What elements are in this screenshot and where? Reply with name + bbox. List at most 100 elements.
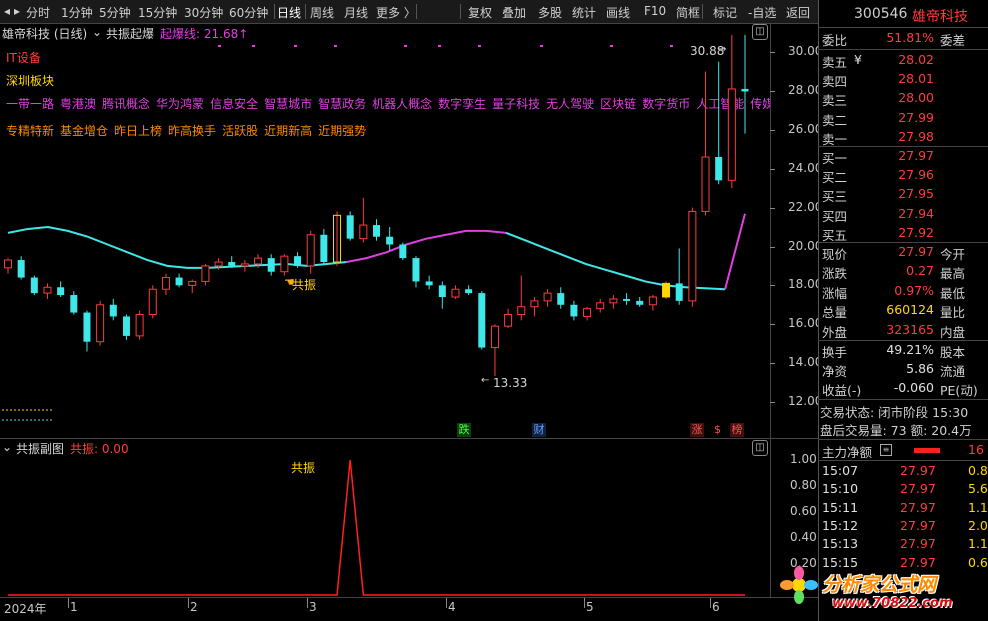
candle[interactable]	[504, 308, 513, 329]
candle[interactable]	[530, 297, 539, 317]
candle[interactable]	[240, 260, 249, 272]
candle[interactable]	[648, 295, 657, 311]
candle[interactable]	[359, 197, 368, 243]
event-marker-cai[interactable]: 财	[532, 423, 546, 437]
toolbar-item-10[interactable]: 复权	[468, 6, 493, 20]
candle[interactable]	[386, 227, 394, 251]
candle[interactable]	[478, 291, 486, 350]
candle[interactable]	[727, 34, 736, 189]
candle[interactable]	[228, 256, 236, 268]
toolbar-item-14[interactable]: 画线	[606, 6, 631, 20]
toolbar-item-8[interactable]: 月线	[344, 6, 369, 20]
candle[interactable]	[399, 242, 407, 261]
candle[interactable]	[543, 289, 552, 307]
sub-panel-toggle-icon[interactable]: ⌄	[2, 440, 13, 454]
candle[interactable]	[438, 281, 446, 309]
candle[interactable]	[4, 258, 12, 274]
concepts_row2-tag[interactable]: 活跃股	[222, 124, 259, 138]
candle[interactable]	[583, 306, 592, 321]
concepts_row1-tag[interactable]: 数字孪生	[438, 97, 487, 111]
concepts_row1-tag[interactable]: 信息安全	[210, 97, 259, 111]
candle[interactable]	[636, 297, 644, 307]
toolbar-item-0[interactable]: 分时	[26, 6, 51, 20]
candle[interactable]	[741, 34, 749, 134]
candle[interactable]	[490, 324, 499, 377]
concepts_row1-tag[interactable]: 无人驾驶	[546, 97, 595, 111]
concepts_row2-tag[interactable]: 近期新高	[264, 124, 313, 138]
toolbar-item-13[interactable]: 统计	[572, 6, 597, 20]
sub-panel-title[interactable]: 共振副图	[16, 442, 65, 456]
concepts_row1-tag[interactable]: 区块链	[600, 97, 637, 111]
flow-title[interactable]: 主力净额	[822, 445, 873, 460]
candle[interactable]	[373, 219, 380, 241]
candle[interactable]	[294, 252, 302, 268]
candle[interactable]	[267, 254, 275, 276]
candle[interactable]	[70, 291, 78, 315]
resonance-chart[interactable]	[0, 439, 770, 597]
toolbar-scroll-right-icon[interactable]: ▸	[14, 4, 21, 18]
candle[interactable]	[43, 283, 52, 299]
bid-row[interactable]: 买三 27.95	[822, 186, 986, 204]
indicator-toggle-icon[interactable]: ⌄	[92, 25, 103, 39]
bid-row[interactable]: 买四 27.94	[822, 206, 986, 224]
toolbar-item-15[interactable]: F10	[644, 4, 667, 18]
candle[interactable]	[346, 211, 354, 241]
toolbar-item-9[interactable]: 更多 〉	[376, 6, 416, 20]
ask-row[interactable]: 卖一 27.98	[822, 129, 986, 147]
concepts_row1-tag[interactable]: 一带一路	[6, 97, 55, 111]
concepts_row2-tag[interactable]: 基金增仓	[60, 124, 109, 138]
toolbar-scroll-left-icon[interactable]: ◂	[4, 4, 11, 18]
concepts_row2-tag[interactable]: 昨高换手	[168, 124, 217, 138]
candle[interactable]	[662, 281, 671, 299]
candle[interactable]	[135, 310, 144, 340]
flow-menu-icon[interactable]: ≡	[880, 444, 892, 456]
toolbar-item-17[interactable]: 标记	[713, 6, 738, 20]
concepts_row1-tag[interactable]: 粤港澳	[60, 97, 97, 111]
candle[interactable]	[451, 285, 460, 299]
candle[interactable]	[30, 275, 38, 296]
ask-row[interactable]: 卖四 28.01	[822, 71, 986, 89]
concepts_row2-tag[interactable]: 昨日上榜	[114, 124, 163, 138]
tick-row[interactable]: 15:07 27.97 0.8	[822, 463, 988, 481]
indicator-name[interactable]: 共振起爆	[106, 27, 155, 41]
tick-row[interactable]: 15:15 27.97 0.6	[822, 555, 988, 573]
candle[interactable]	[609, 295, 618, 309]
toolbar-item-5[interactable]: 60分钟	[229, 6, 269, 20]
concepts_row1-tag[interactable]: 智慧城市	[264, 97, 313, 111]
concepts_row1-tag[interactable]: 传媒	[750, 97, 770, 111]
chart-area[interactable]: 雄帝科技 (日线) ⌄ 共振起爆 起爆线: 21.68↑ ◫ IT设备 深圳板块…	[0, 24, 822, 621]
concepts_row1-tag[interactable]: 机器人概念	[372, 97, 433, 111]
candle[interactable]	[517, 275, 526, 321]
tick-row[interactable]: 15:13 27.97 1.1	[822, 536, 988, 554]
candle[interactable]	[175, 273, 183, 288]
candle[interactable]	[557, 287, 565, 309]
candle[interactable]	[17, 256, 25, 280]
concepts_row1-tag[interactable]: 智慧政务	[318, 97, 367, 111]
candle[interactable]	[57, 281, 65, 297]
candle[interactable]	[425, 275, 433, 290]
candle[interactable]	[333, 211, 342, 266]
candle[interactable]	[201, 263, 210, 286]
candle[interactable]	[280, 254, 289, 276]
toolbar-item-3[interactable]: 15分钟	[138, 6, 178, 20]
candle[interactable]	[596, 298, 605, 313]
toolbar-item-4[interactable]: 30分钟	[184, 6, 224, 20]
candle[interactable]	[412, 256, 420, 288]
candle[interactable]	[148, 285, 157, 319]
toolbar-item-6[interactable]: 日线	[277, 6, 302, 20]
candle[interactable]	[254, 254, 263, 268]
ask-row[interactable]: 卖二 27.99	[822, 110, 986, 128]
candle[interactable]	[109, 298, 117, 321]
bid-row[interactable]: 买一 27.97	[822, 148, 986, 166]
tick-row[interactable]: 15:12 27.97 2.0	[822, 518, 988, 536]
candle[interactable]	[161, 273, 170, 296]
sub-panel-menu-button[interactable]: ◫	[752, 440, 768, 456]
tick-row[interactable]: 15:10 27.97 5.6	[822, 481, 988, 499]
ask-row[interactable]: 卖五 ¥28.02	[822, 52, 986, 70]
candle[interactable]	[306, 230, 315, 274]
event-marker-die[interactable]: 跌	[457, 423, 471, 437]
candle[interactable]	[320, 228, 328, 264]
candle[interactable]	[701, 71, 710, 216]
concepts_row1-tag[interactable]: 腾讯概念	[102, 97, 151, 111]
toolbar-item-19[interactable]: 返回	[786, 6, 811, 20]
